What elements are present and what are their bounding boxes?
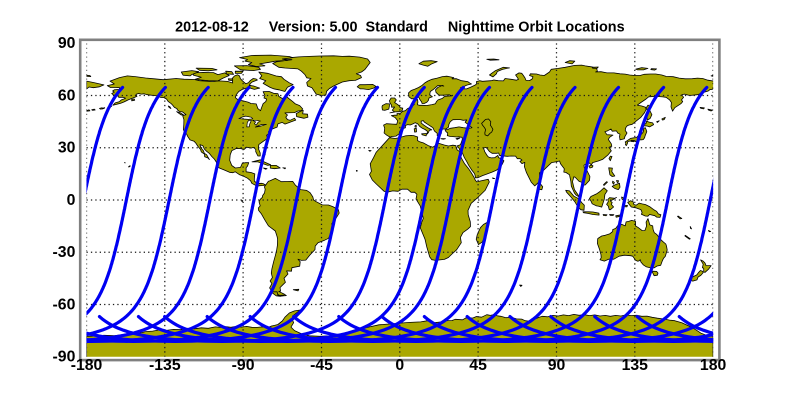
svg-text:60: 60 xyxy=(58,87,76,104)
svg-text:0: 0 xyxy=(395,357,404,374)
svg-text:90: 90 xyxy=(548,357,566,374)
svg-text:-30: -30 xyxy=(53,244,76,261)
svg-text:0: 0 xyxy=(67,192,76,209)
svg-text:45: 45 xyxy=(469,357,487,374)
svg-text:-60: -60 xyxy=(53,296,76,313)
svg-text:135: 135 xyxy=(622,357,649,374)
svg-text:-135: -135 xyxy=(149,357,181,374)
svg-text:-180: -180 xyxy=(71,357,103,374)
svg-text:2012-08-12 Version: 5.00: 2012-08-12 Version: 5.00 Standard Nightt… xyxy=(175,20,624,36)
svg-text:-45: -45 xyxy=(310,357,333,374)
svg-text:30: 30 xyxy=(58,140,76,157)
svg-text:180: 180 xyxy=(700,357,727,374)
svg-text:-90: -90 xyxy=(53,349,76,366)
svg-text:90: 90 xyxy=(58,35,76,52)
svg-text:-90: -90 xyxy=(232,357,255,374)
